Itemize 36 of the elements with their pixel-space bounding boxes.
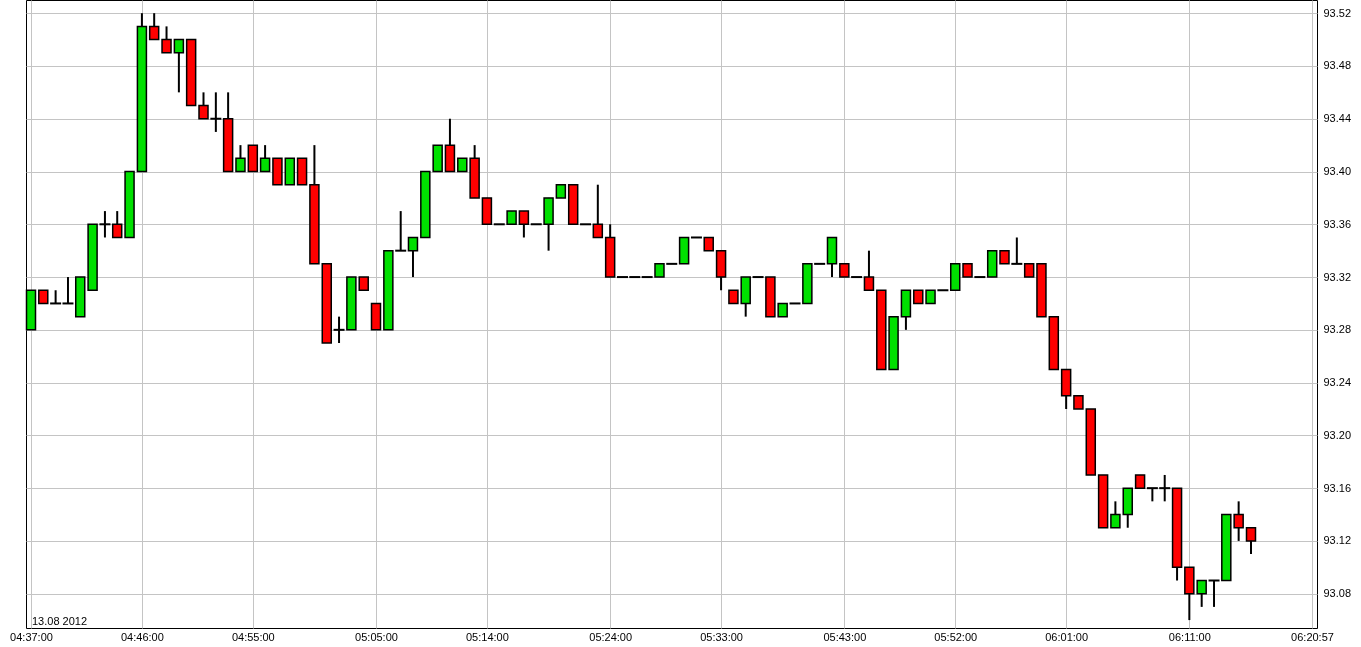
- y-tick-label: 93.52: [1323, 6, 1352, 19]
- y-tick-label: 93.32: [1323, 270, 1352, 283]
- x-tick-label: 05:33:00: [700, 630, 743, 643]
- candlestick: [235, 144, 246, 173]
- candlestick: [148, 12, 160, 41]
- x-tick-label: 05:43:00: [823, 630, 867, 643]
- candlestick: [173, 38, 185, 94]
- x-tick-label: 04:46:00: [121, 630, 164, 643]
- y-tick-label: 93.28: [1323, 323, 1352, 336]
- x-tick-label: 04:37:00: [10, 630, 53, 643]
- y-tick-label: 93.36: [1323, 217, 1352, 230]
- x-tick-label: 05:24:00: [589, 630, 633, 643]
- y-tick-label: 93.12: [1323, 534, 1352, 547]
- x-tick-label: 06:11:00: [1168, 630, 1211, 643]
- x-tick-label: 05:52:00: [934, 630, 978, 643]
- y-tick-label: 93.20: [1323, 428, 1352, 441]
- annotation: 13.08 2012: [32, 615, 88, 627]
- candlestick: [1245, 526, 1257, 556]
- x-tick-label: 05:14:00: [466, 630, 509, 643]
- candlestick: [592, 183, 604, 239]
- candlestick: [407, 236, 419, 279]
- y-tick-label: 93.44: [1323, 112, 1352, 125]
- x-tick-label: 04:55:00: [231, 630, 275, 643]
- x-tick-label: 06:20:57: [1291, 630, 1334, 643]
- y-tick-label: 93.16: [1323, 481, 1352, 494]
- candlestick: [863, 249, 875, 292]
- y-tick-label: 93.48: [1323, 59, 1352, 72]
- candlestick: [161, 25, 172, 54]
- candlestick: [111, 210, 123, 239]
- x-tick-label: 05:05:00: [355, 630, 398, 643]
- x-tick-label: 06:01:00: [1045, 630, 1089, 643]
- y-tick-label: 93.24: [1323, 376, 1352, 389]
- candlestick: [518, 210, 530, 239]
- y-tick-label: 93.40: [1323, 165, 1352, 178]
- candlestick: [259, 144, 271, 173]
- y-tick-label: 93.08: [1323, 587, 1352, 600]
